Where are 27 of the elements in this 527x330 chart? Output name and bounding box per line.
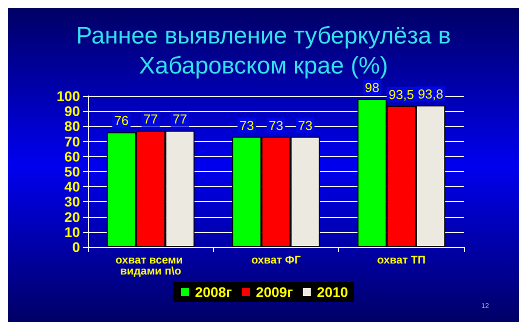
data-label: 77 (172, 112, 188, 127)
x-tick-label: охват ФГ (251, 254, 302, 266)
data-label: 93,8 (418, 86, 444, 102)
x-tick-label: охват ТП (377, 254, 426, 266)
data-label: 98 (364, 80, 380, 96)
x-tick-label: охват всеми видами п\о (116, 254, 186, 278)
y-tick-label: 90 (64, 103, 80, 120)
legend-label: 2008г (194, 284, 232, 300)
data-label: 76 (114, 113, 129, 128)
y-tick-label: 20 (64, 208, 80, 225)
y-tick-label: 0 (72, 239, 80, 255)
y-tick-label: 70 (64, 133, 80, 150)
legend-label: 2010 (316, 284, 348, 300)
data-label: 73 (268, 118, 284, 133)
chart-title: Раннее выявление туберкулёза в Хабаровском крае (%) (76, 22, 451, 80)
y-tick-label: 80 (64, 118, 80, 134)
y-tick-label: 40 (64, 178, 80, 195)
legend-label: 2009г (256, 284, 294, 300)
y-tick-label: 50 (64, 164, 80, 180)
data-label: 93,5 (388, 86, 414, 102)
y-tick-label: 60 (64, 148, 80, 164)
data-label: 73 (298, 118, 312, 133)
data-label: 73 (240, 118, 254, 133)
data-label: 77 (143, 112, 158, 127)
y-tick-label: 10 (64, 224, 80, 240)
y-tick-label: 100 (56, 88, 80, 104)
y-tick-label: 30 (64, 194, 80, 210)
